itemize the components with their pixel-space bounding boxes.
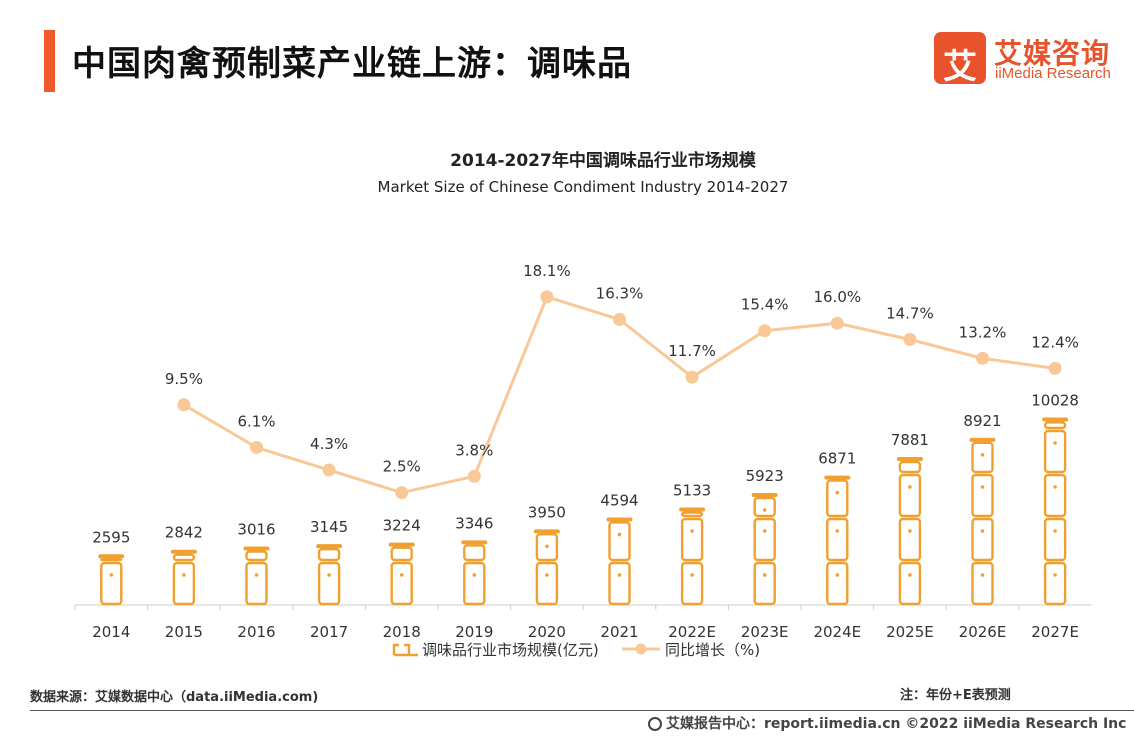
bar-value-label: 2595 bbox=[92, 528, 130, 546]
chart-title: 2014-2027年中国调味品行业市场规模 bbox=[450, 151, 756, 171]
growth-point bbox=[395, 486, 409, 500]
legend-bar-label: 调味品行业市场规模(亿元) bbox=[422, 641, 599, 659]
footer-site: 艾媒报告中心：report.iimedia.cn ©2022 iiMedia R… bbox=[648, 713, 1126, 733]
bar-value-label: 8921 bbox=[963, 412, 1001, 430]
bar bbox=[98, 554, 125, 606]
bar bbox=[170, 549, 197, 606]
title-accent-bar bbox=[44, 30, 55, 92]
x-tick-label: 2016 bbox=[237, 623, 275, 641]
bar-value-label: 6871 bbox=[818, 450, 856, 468]
bar bbox=[461, 540, 488, 606]
x-tick-label: 2024E bbox=[813, 623, 861, 641]
growth-label: 6.1% bbox=[237, 412, 275, 430]
growth-label: 13.2% bbox=[959, 323, 1007, 341]
logo-icon: 艾 bbox=[934, 32, 986, 87]
x-tick-label: 2027E bbox=[1031, 623, 1079, 641]
growth-point bbox=[903, 333, 917, 347]
bar bbox=[679, 507, 706, 606]
bar-value-label: 5923 bbox=[746, 467, 784, 485]
globe-icon bbox=[648, 717, 662, 731]
bar bbox=[824, 475, 851, 606]
bar-value-label: 5133 bbox=[673, 482, 711, 500]
forecast-note: 注：年份+E表预测 bbox=[900, 688, 1011, 703]
x-tick-label: 2020 bbox=[528, 623, 566, 641]
bar-value-label: 3145 bbox=[310, 518, 348, 536]
x-tick-label: 2022E bbox=[668, 623, 716, 641]
growth-point bbox=[467, 469, 481, 483]
legend-line-marker bbox=[635, 643, 647, 655]
x-tick-label: 2015 bbox=[165, 623, 203, 641]
bar-value-label: 10028 bbox=[1031, 391, 1079, 409]
logo-cn-text: 艾媒咨询 bbox=[994, 37, 1111, 70]
growth-point bbox=[830, 316, 844, 330]
growth-label: 12.4% bbox=[1031, 333, 1079, 351]
growth-point bbox=[613, 312, 626, 326]
bar-value-label: 4594 bbox=[600, 491, 638, 509]
chart-canvas: 2014 2015 2016 2017 2018 2019 2020 2021 2022E 202… bbox=[74, 262, 1092, 659]
bar bbox=[243, 546, 270, 606]
bar bbox=[316, 544, 343, 606]
bar-value-label: 3016 bbox=[237, 521, 275, 539]
growth-label: 16.0% bbox=[813, 288, 861, 306]
growth-point bbox=[540, 290, 554, 304]
bar bbox=[388, 542, 415, 606]
legend-bar-swatch bbox=[392, 643, 418, 657]
x-tick-label: 2025E bbox=[886, 623, 934, 641]
growth-label: 18.1% bbox=[523, 262, 571, 280]
bar-value-label: 3346 bbox=[455, 514, 493, 532]
growth-label: 15.4% bbox=[741, 296, 789, 314]
bar-value-label: 7881 bbox=[891, 431, 929, 449]
bar-value-label: 3950 bbox=[528, 503, 566, 521]
legend-line-label: 同比增长（%) bbox=[665, 641, 760, 659]
growth-label: 4.3% bbox=[310, 435, 348, 453]
bar-value-label: 3224 bbox=[383, 517, 421, 535]
x-tick-label: 2021 bbox=[600, 623, 638, 641]
x-tick-label: 2018 bbox=[383, 623, 421, 641]
bar bbox=[896, 456, 923, 606]
growth-label: 14.7% bbox=[886, 305, 934, 323]
chart-subtitle: Market Size of Chinese Condiment Industr… bbox=[377, 178, 789, 196]
growth-point bbox=[685, 370, 699, 384]
growth-line bbox=[183, 295, 1056, 495]
x-tick-label: 2014 bbox=[92, 623, 130, 641]
x-tick-label: 2017 bbox=[310, 623, 348, 641]
growth-point bbox=[976, 351, 989, 365]
growth-label: 2.5% bbox=[383, 458, 421, 476]
growth-label: 9.5% bbox=[165, 370, 203, 388]
bar bbox=[1042, 417, 1069, 606]
data-source: 数据来源：艾媒数据中心（data.iiMedia.com) bbox=[30, 690, 319, 705]
bar bbox=[751, 493, 778, 606]
growth-point bbox=[758, 324, 772, 338]
bar bbox=[969, 437, 996, 606]
growth-point bbox=[322, 463, 336, 477]
x-tick-label: 2023E bbox=[741, 623, 789, 641]
x-tick-label: 2019 bbox=[455, 623, 493, 641]
logo-char: 艾 bbox=[943, 47, 977, 87]
page-title: 中国肉禽预制菜产业链上游：调味品 bbox=[72, 44, 632, 84]
growth-point bbox=[1048, 361, 1062, 375]
growth-point bbox=[177, 398, 191, 412]
x-tick-label: 2026E bbox=[959, 623, 1007, 641]
bar bbox=[533, 529, 560, 606]
bar bbox=[606, 517, 633, 606]
bar-value-label: 2842 bbox=[165, 524, 203, 542]
growth-point bbox=[250, 440, 263, 454]
footer-site-text: 艾媒报告中心：report.iimedia.cn ©2022 iiMedia R… bbox=[666, 716, 1127, 732]
logo-en-text: iiMedia Research bbox=[995, 65, 1111, 82]
footer-divider bbox=[30, 710, 1134, 711]
growth-label: 3.8% bbox=[455, 441, 493, 459]
iimedia-logo: 艾 艾媒咨询 iiMedia Research bbox=[934, 32, 1114, 87]
growth-label: 16.3% bbox=[596, 284, 644, 302]
growth-label: 11.7% bbox=[668, 342, 716, 360]
